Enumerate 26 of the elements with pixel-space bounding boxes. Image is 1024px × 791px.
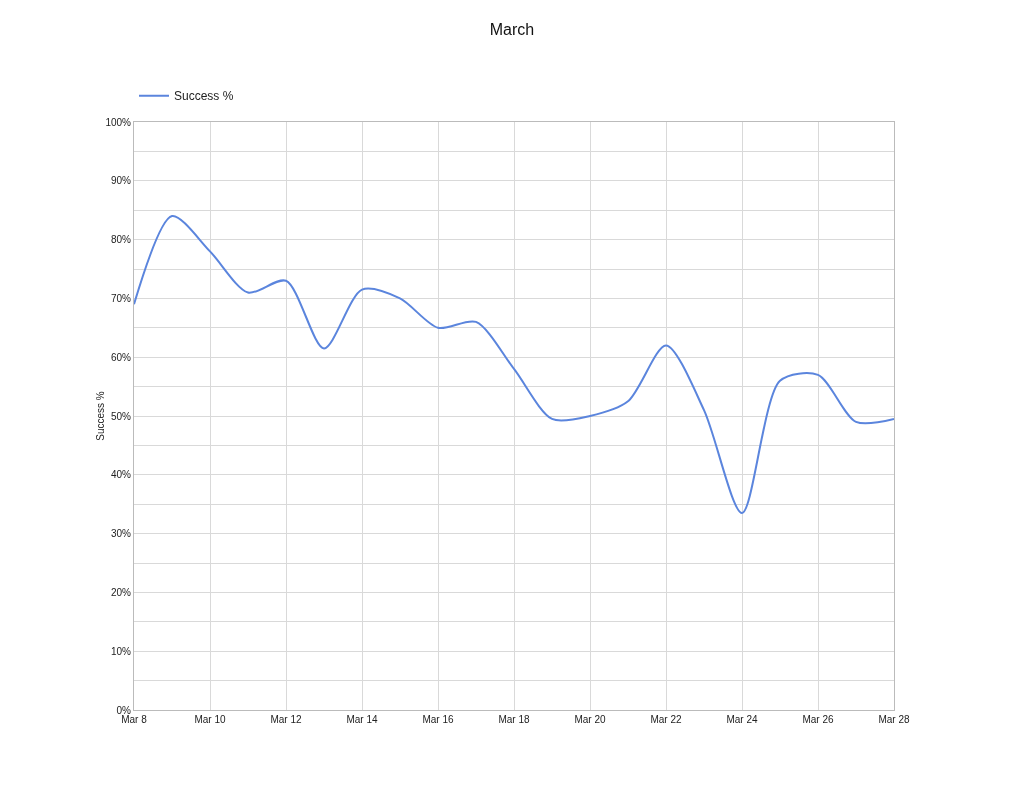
x-tick-label: Mar 20 — [574, 714, 606, 725]
y-tick-label: 50% — [110, 410, 132, 422]
x-tick-label: Mar 24 — [726, 714, 758, 725]
y-tick-label: 90% — [110, 175, 132, 187]
x-tick-label: Mar 12 — [270, 714, 302, 725]
y-tick-label: 100% — [105, 116, 132, 128]
y-tick-label: 20% — [110, 586, 132, 598]
x-tick-label: Mar 18 — [498, 714, 530, 725]
legend-label: Success % — [174, 89, 234, 104]
y-tick-label: 60% — [110, 351, 132, 363]
chart-title: March — [489, 20, 535, 38]
x-tick-label: Mar 22 — [650, 714, 682, 725]
y-tick-label: 70% — [110, 292, 132, 304]
x-tick-label: Mar 10 — [194, 714, 226, 725]
y-tick-label: 0% — [116, 704, 132, 716]
x-tick-label: Mar 28 — [878, 714, 910, 725]
y-axis-title: Success % — [95, 391, 106, 441]
line-series — [134, 215, 894, 515]
x-tick-label: Mar 14 — [346, 714, 378, 725]
x-tick-label: Mar 16 — [422, 714, 454, 725]
y-tick-label: 40% — [110, 469, 132, 481]
y-tick-label: 30% — [110, 528, 132, 540]
x-tick-label: Mar 26 — [802, 714, 834, 725]
y-tick-label: 80% — [110, 234, 132, 246]
y-tick-label: 10% — [110, 645, 132, 657]
x-tick-label: Mar 8 — [121, 714, 148, 725]
